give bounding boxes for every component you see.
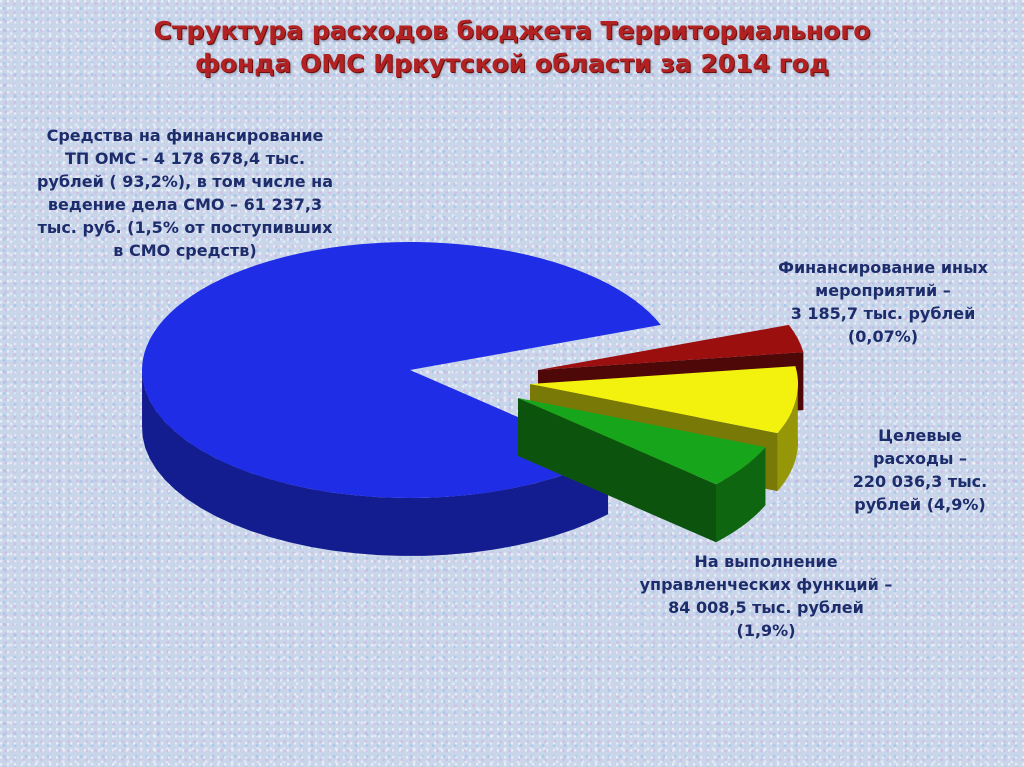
slice-label-celevye: Целевые расходы – 220 036,3 тыс. рублей … <box>852 426 988 514</box>
slice-top-upravl <box>518 398 766 485</box>
slice-top-inye <box>538 324 804 370</box>
slice-label-upravl: На выполнение управленческих функций – 8… <box>639 552 893 640</box>
chart-title: Структура расходов бюджета Территориальн… <box>153 16 871 78</box>
slice-side-tp-oms <box>142 367 608 556</box>
slice-side-celevye <box>777 378 798 492</box>
slice-cut-upravl <box>518 398 716 543</box>
pie-slice-upravl <box>518 398 766 543</box>
slice-side-upravl <box>715 447 766 543</box>
slice-label-inye: Финансирование иных мероприятий – 3 185,… <box>778 258 988 346</box>
slice-top-celevye <box>530 366 798 434</box>
slice-label-tp-oms: Средства на финансирование ТП ОМС - 4 17… <box>36 126 334 260</box>
